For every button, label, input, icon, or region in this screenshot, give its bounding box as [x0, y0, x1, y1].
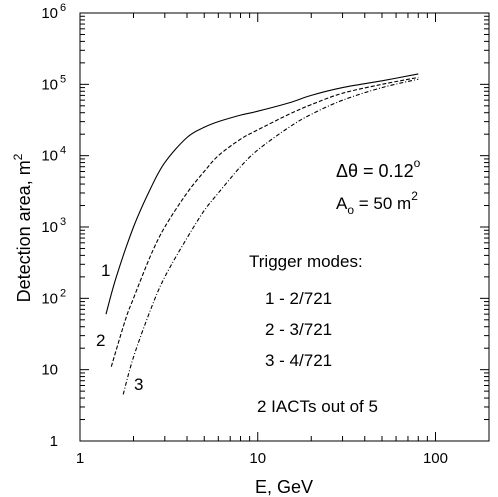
area-value: = 50 m — [354, 194, 411, 213]
curve-trigger-mode-1 — [105, 73, 419, 315]
y-tick-exponent: 2 — [60, 287, 66, 299]
y-tick-base: 10 — [41, 76, 58, 93]
axis-ticks — [79, 12, 490, 442]
y-tick-exponent: 6 — [60, 2, 66, 14]
y-tick-label: 10 — [41, 362, 58, 379]
trigger-modes-title: Trigger modes: — [249, 252, 363, 271]
y-axis-title: Detection area, m2 — [11, 153, 34, 302]
curve-labels: 1 2 3 — [96, 261, 143, 394]
curve-trigger-mode-2 — [110, 76, 419, 367]
delta-theta-degree: o — [414, 156, 421, 170]
area-subscript: o — [347, 203, 354, 217]
delta-theta-text: Δθ = 0.12 — [336, 161, 414, 181]
trigger-mode-2: 2 - 3/721 — [265, 320, 332, 339]
x-tick-label: 1 — [76, 450, 84, 467]
area-annotation: Ao = 50 m2 — [336, 189, 418, 217]
y-tick-base: 1 — [50, 433, 58, 450]
y-tick-base: 10 — [41, 362, 58, 379]
curve-label-1: 1 — [101, 261, 110, 280]
area-unit-exponent: 2 — [411, 189, 418, 203]
y-tick-label: 1 — [50, 433, 58, 450]
data-curves — [105, 73, 419, 395]
x-tick-label: 100 — [423, 450, 448, 467]
curve-trigger-mode-3 — [122, 78, 419, 395]
trigger-mode-3: 3 - 4/721 — [265, 351, 332, 370]
y-tick-base: 10 — [41, 290, 58, 307]
y-tick-label: 10 — [41, 148, 58, 165]
y-tick-label: 10 — [41, 5, 58, 22]
y-tick-label: 10 — [41, 290, 58, 307]
iacts-note: 2 IACTs out of 5 — [257, 397, 378, 416]
delta-theta-annotation: Δθ = 0.12o — [336, 156, 421, 181]
y-axis-title-exponent: 2 — [11, 153, 25, 160]
area-symbol: A — [336, 194, 348, 213]
y-tick-base: 10 — [41, 148, 58, 165]
y-tick-label: 10 — [41, 219, 58, 236]
curve-label-2: 2 — [96, 331, 105, 350]
y-tick-exponent: 5 — [60, 73, 66, 85]
trigger-mode-1: 1 - 2/721 — [265, 289, 332, 308]
y-tick-label: 10 — [41, 76, 58, 93]
y-tick-base: 10 — [41, 219, 58, 236]
x-tick-label: 10 — [249, 450, 266, 467]
y-tick-base: 10 — [41, 5, 58, 22]
y-tick-exponent: 3 — [60, 216, 66, 228]
curve-label-3: 3 — [134, 375, 143, 394]
x-axis-title: E, GeV — [255, 477, 313, 497]
y-tick-exponent: 4 — [60, 145, 66, 157]
y-axis-title-text: Detection area, m — [14, 160, 34, 302]
